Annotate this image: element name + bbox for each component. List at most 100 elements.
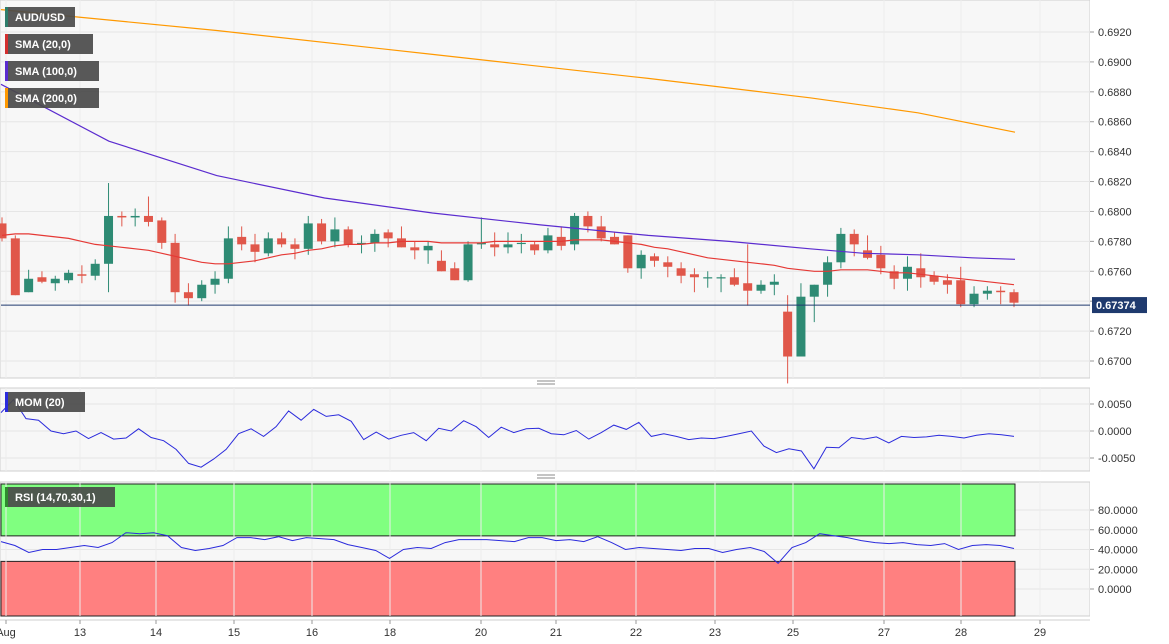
candle-body (370, 233, 380, 243)
price-y-tick-label: 0.6720 (1098, 326, 1132, 338)
candle-body (317, 223, 327, 242)
candle (1009, 289, 1019, 308)
candle (383, 229, 393, 248)
candle-body (783, 311, 793, 357)
candle-body (516, 242, 526, 245)
candle (490, 232, 500, 257)
legend-momentum-label: MOM (20) (15, 397, 65, 409)
legend-sma100-swatch (5, 61, 8, 81)
candle (183, 283, 193, 306)
candle (317, 218, 327, 245)
candle-body (956, 280, 966, 305)
candle-body (942, 280, 952, 285)
candle-body (503, 244, 513, 248)
rsi-y-tick-label: 60.0000 (1098, 525, 1138, 537)
candle-body (570, 215, 580, 245)
candle-body (649, 256, 659, 261)
candle-body (769, 281, 779, 285)
candle (929, 271, 939, 285)
candle-body (237, 236, 247, 245)
candle-body (823, 262, 833, 285)
candle (663, 256, 673, 278)
x-tick-label: 28 (955, 627, 967, 639)
candle-body (703, 277, 713, 279)
candle-body (130, 215, 140, 218)
candle-body (463, 244, 473, 281)
x-tick-label: 15 (228, 627, 240, 639)
x-tick-label: 18 (384, 627, 396, 639)
candle (476, 217, 486, 249)
candle-body (756, 284, 766, 291)
candle-body (117, 215, 127, 218)
candle (250, 233, 260, 263)
candle-body (929, 275, 939, 282)
sma-200-line (0, 9, 1016, 133)
candle (223, 226, 233, 284)
candle (237, 226, 247, 251)
candle (783, 295, 793, 384)
candle (157, 217, 167, 249)
candle-body (636, 254, 646, 269)
momentum-y-tick-label: 0.0050 (1098, 399, 1132, 411)
candle (64, 269, 74, 284)
candle (290, 238, 300, 260)
x-axis-ticks: Aug 13 14 15 16 18 20 21 22 23 25 27 28 29 (0, 619, 1090, 639)
last-price-label: 0.67374 (1096, 300, 1137, 312)
candle-body (663, 262, 673, 267)
legend-momentum[interactable]: MOM (20) (5, 392, 85, 412)
legend-momentum-swatch (5, 392, 8, 412)
last-price-badge-bg (1092, 297, 1147, 314)
legend-price-swatch (5, 7, 8, 27)
y-axis-ticks: 0.6920 0.6900 0.6880 0.6860 0.6840 0.6820 0.68… (1090, 27, 1147, 596)
candle (197, 280, 207, 302)
legend-sma20-swatch (5, 34, 8, 54)
price-y-tick-label: 0.6760 (1098, 266, 1132, 278)
candle (863, 235, 873, 260)
rsi-y-tick-label: 20.0000 (1098, 564, 1138, 576)
last-price-badge: 0.67374 (1092, 297, 1147, 314)
legends: AUD/USD SMA (20,0) SMA (100,0) SMA (200,0) M… (5, 7, 115, 507)
candle (90, 259, 100, 281)
legend-rsi[interactable]: RSI (14,70,30,1) (5, 487, 115, 507)
x-tick-label: 21 (550, 627, 562, 639)
sma-20-line (1, 233, 1015, 286)
candle-body (596, 226, 606, 239)
candle (583, 211, 593, 233)
legend-sma100[interactable]: SMA (100,0) (5, 61, 99, 81)
rsi-y-tick-label: 80.0000 (1098, 505, 1138, 517)
candle-body (197, 284, 207, 299)
momentum-pane (0, 387, 1091, 472)
price-y-tick-label: 0.6900 (1098, 57, 1132, 69)
candle-body (1009, 292, 1019, 303)
candle-body (10, 238, 20, 296)
candle (836, 227, 846, 269)
momentum-series-line (0, 398, 1015, 470)
candle (10, 235, 20, 296)
candle (37, 271, 47, 284)
pane-resize-handle-2[interactable] (537, 474, 555, 479)
legend-sma100-bg (5, 61, 99, 81)
legend-sma20[interactable]: SMA (20,0) (5, 34, 93, 54)
candle (143, 196, 153, 227)
x-tick-label: 22 (630, 627, 642, 639)
legend-sma200[interactable]: SMA (200,0) (5, 88, 99, 108)
candle-body (357, 242, 367, 245)
rsi-series-line (0, 532, 1015, 564)
x-tick-label: 13 (74, 627, 86, 639)
candle (889, 265, 899, 290)
pane-resize-handle-1[interactable] (537, 380, 555, 385)
rsi-overbought-zone (0, 483, 1016, 537)
legend-price-bg (5, 7, 75, 27)
candle (77, 265, 87, 284)
candle-body (157, 220, 167, 243)
candle-body (849, 233, 859, 245)
candle (303, 215, 313, 255)
candle-body (223, 238, 233, 279)
rsi-oversold-zone (0, 560, 1016, 617)
legend-sma200-label: SMA (200,0) (15, 93, 77, 105)
candle (423, 241, 433, 264)
legend-price[interactable]: AUD/USD (5, 7, 75, 27)
candle-body (610, 236, 620, 245)
candle (277, 232, 287, 248)
candle (623, 235, 633, 273)
